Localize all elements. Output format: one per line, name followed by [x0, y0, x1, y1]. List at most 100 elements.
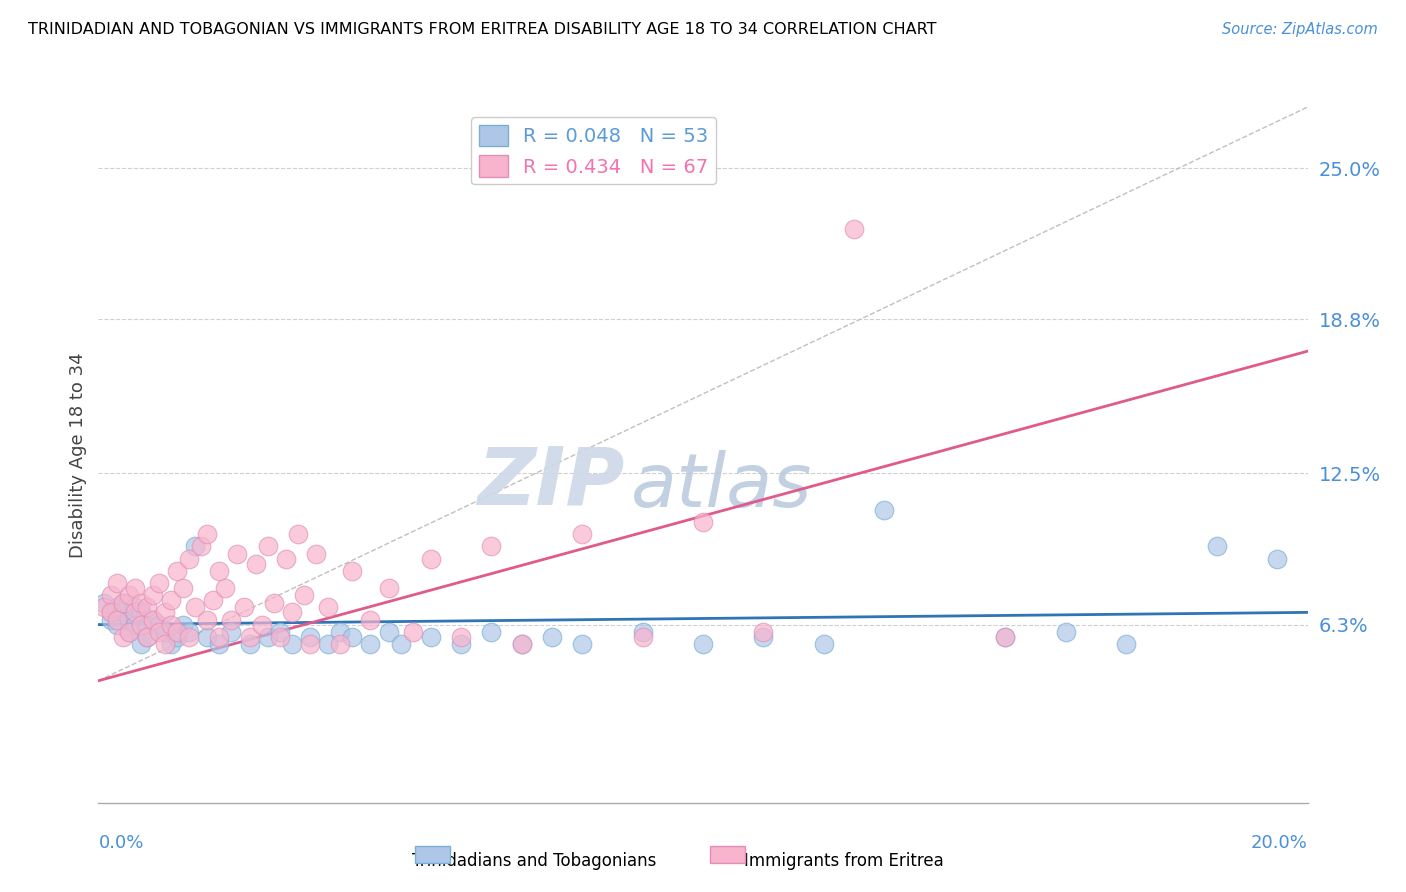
Point — [111, 606, 134, 620]
Point — [111, 596, 134, 610]
Point — [177, 551, 201, 566]
Point — [111, 596, 134, 610]
Point — [160, 593, 183, 607]
Point — [250, 617, 273, 632]
Point — [571, 527, 593, 541]
Point — [299, 637, 322, 651]
Point — [202, 593, 225, 607]
Point — [226, 547, 249, 561]
Point — [239, 637, 262, 651]
Point — [105, 600, 128, 615]
Point — [184, 600, 207, 615]
Point — [1265, 551, 1288, 566]
Point — [402, 624, 425, 639]
Point — [118, 624, 141, 639]
Point — [166, 630, 188, 644]
Point — [208, 637, 231, 651]
Point — [540, 630, 562, 644]
Point — [287, 527, 309, 541]
Point — [269, 630, 291, 644]
Point — [177, 624, 201, 639]
Point — [129, 606, 152, 620]
Point — [124, 606, 146, 620]
Point — [1206, 540, 1229, 554]
Point — [172, 617, 194, 632]
Y-axis label: Disability Age 18 to 34: Disability Age 18 to 34 — [69, 352, 87, 558]
Text: Immigrants from Eritrea: Immigrants from Eritrea — [744, 852, 943, 870]
Point — [510, 637, 533, 651]
Point — [342, 564, 364, 578]
Point — [450, 637, 472, 651]
Point — [195, 613, 218, 627]
Point — [142, 613, 165, 627]
Point — [342, 630, 364, 644]
Point — [208, 630, 231, 644]
Point — [692, 515, 714, 529]
Point — [148, 617, 170, 632]
Text: 20.0%: 20.0% — [1251, 834, 1308, 852]
Point — [510, 637, 533, 651]
Point — [93, 600, 115, 615]
Point — [1115, 637, 1137, 651]
Point — [389, 637, 412, 651]
Text: ZIP: ZIP — [477, 443, 624, 522]
Point — [292, 588, 315, 602]
Point — [813, 637, 835, 651]
Point — [148, 576, 170, 591]
Point — [129, 637, 152, 651]
Point — [190, 540, 212, 554]
Point — [184, 540, 207, 554]
Point — [160, 617, 183, 632]
Legend: R = 0.048   N = 53, R = 0.434   N = 67: R = 0.048 N = 53, R = 0.434 N = 67 — [471, 117, 716, 185]
Point — [214, 581, 236, 595]
Point — [124, 617, 146, 632]
Point — [221, 624, 243, 639]
Point — [752, 630, 775, 644]
Point — [232, 600, 254, 615]
Point — [316, 600, 339, 615]
Text: TRINIDADIAN AND TOBAGONIAN VS IMMIGRANTS FROM ERITREA DISABILITY AGE 18 TO 34 CO: TRINIDADIAN AND TOBAGONIAN VS IMMIGRANTS… — [28, 22, 936, 37]
Point — [135, 600, 157, 615]
Point — [571, 637, 593, 651]
Point — [160, 637, 183, 651]
Text: atlas: atlas — [630, 450, 811, 522]
Point — [256, 630, 278, 644]
Point — [994, 630, 1017, 644]
Text: 0.0%: 0.0% — [98, 834, 143, 852]
Point — [105, 617, 128, 632]
Point — [118, 588, 141, 602]
Point — [360, 637, 382, 651]
Point — [239, 630, 262, 644]
Point — [631, 624, 654, 639]
Point — [263, 596, 285, 610]
Point — [195, 630, 218, 644]
Point — [299, 630, 322, 644]
Point — [153, 606, 176, 620]
Point — [111, 630, 134, 644]
Point — [105, 613, 128, 627]
Point — [124, 581, 146, 595]
Point — [118, 613, 141, 627]
Point — [281, 606, 304, 620]
Point — [256, 540, 278, 554]
Point — [142, 613, 165, 627]
Point — [419, 630, 441, 644]
Point — [329, 637, 352, 651]
Point — [105, 576, 128, 591]
Point — [93, 596, 115, 610]
Point — [305, 547, 328, 561]
Point — [377, 624, 399, 639]
Text: Trinidadians and Tobagonians: Trinidadians and Tobagonians — [412, 852, 657, 870]
Point — [481, 540, 503, 554]
Point — [481, 624, 503, 639]
Point — [118, 624, 141, 639]
Point — [142, 588, 165, 602]
Point — [166, 564, 188, 578]
Point — [153, 624, 176, 639]
Point — [135, 630, 157, 644]
Point — [281, 637, 304, 651]
Point — [419, 551, 441, 566]
Point — [166, 624, 188, 639]
Point — [752, 624, 775, 639]
Point — [153, 637, 176, 651]
